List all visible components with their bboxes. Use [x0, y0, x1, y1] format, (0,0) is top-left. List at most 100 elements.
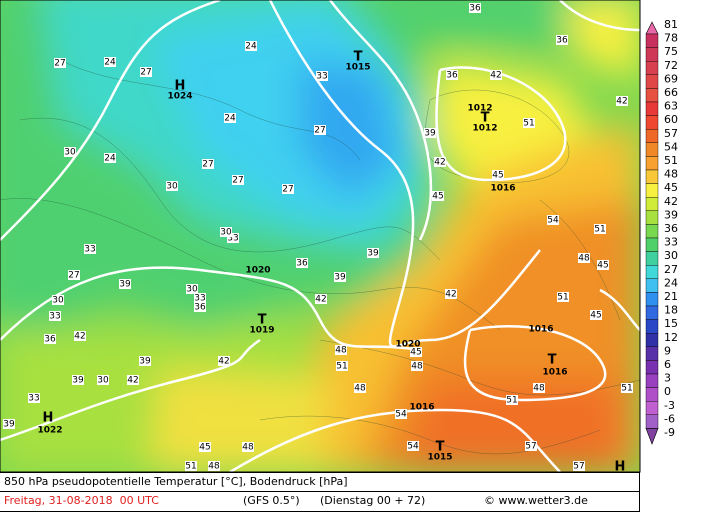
isotherm-label: 30: [52, 296, 64, 306]
colorbar-swatch: [645, 305, 659, 320]
footer-model: (GFS 0.5°): [243, 494, 300, 507]
isotherm-label: 45: [199, 443, 210, 453]
colorbar-label: 27: [664, 263, 678, 276]
isotherm-label: 30: [64, 148, 76, 158]
isotherm-label-bg: [334, 272, 346, 282]
pressure-label: T: [436, 440, 445, 455]
colorbar-swatch: [645, 237, 659, 252]
isotherm-label-bg: [367, 248, 379, 258]
pressure-label: 1022: [37, 426, 62, 436]
contours: [0, 59, 640, 455]
colorbar-swatch: [645, 183, 659, 198]
pressure-label: 1012: [467, 104, 492, 114]
isotherm-label-bg: [556, 35, 568, 45]
isotherm-label: 36: [446, 71, 458, 81]
isotherm-label: 51: [506, 396, 517, 406]
isobars: [0, 0, 640, 472]
colorbar-label: 0: [664, 385, 671, 398]
isotherm-label-bg: [616, 96, 628, 106]
colorbar-label: 36: [664, 222, 678, 235]
isotherm-label-bg: [296, 258, 308, 268]
isotherm-label-bg: [573, 461, 585, 471]
isotherm-label: 42: [490, 71, 501, 81]
isotherm-label: 48: [354, 384, 366, 394]
isotherm-label-bg: [411, 361, 423, 371]
pressure-label: H: [43, 411, 54, 426]
colorbar-label: -3: [664, 399, 675, 412]
isotherm-label-bg: [424, 128, 436, 138]
pressure-label: T: [258, 313, 267, 328]
colorbar-label: 6: [664, 358, 671, 371]
colorbar: 8178757269666360575451484542393633302724…: [645, 18, 678, 445]
colorbar-swatch: [645, 47, 659, 62]
colorbar-label: 78: [664, 32, 678, 45]
isotherm-label: 36: [296, 259, 308, 269]
pressure-label: 1015: [345, 63, 370, 73]
colorbar-label: 69: [664, 72, 678, 85]
isotherm-label-bg: [242, 442, 254, 452]
pressure-label: 1016: [542, 368, 567, 378]
isotherm-label-bg: [186, 284, 198, 294]
isotherm-label-bg: [72, 375, 84, 385]
isotherm-label: 51: [336, 362, 347, 372]
isotherm-label-bg: [220, 227, 232, 237]
colorbar-swatch: [645, 373, 659, 388]
colorbar-swatch: [645, 101, 659, 116]
colorbar-swatch: [645, 333, 659, 348]
isotherm-label-bg: [407, 441, 419, 451]
isotherm-label-bg: [354, 383, 366, 393]
colorbar-label: 9: [664, 344, 671, 357]
isotherm-label-bg: [202, 159, 214, 169]
colorbar-label: 81: [664, 18, 678, 31]
colorbar-swatch: [645, 115, 659, 130]
pressure-label: T: [548, 353, 557, 368]
isotherm-label-bg: [232, 175, 244, 185]
isotherm-label: 39: [334, 273, 346, 283]
isotherm-label: 24: [224, 114, 236, 124]
isotherm-label-bg: [227, 233, 239, 243]
colorbar-label: 21: [664, 290, 678, 303]
colorbar-swatch: [645, 360, 659, 375]
isotherm-label: 54: [395, 410, 407, 420]
isotherm-label-bg: [594, 224, 606, 234]
isotherm-label-bg: [49, 311, 61, 321]
isotherm-label-bg: [64, 147, 76, 157]
colorbar-label: 63: [664, 100, 678, 113]
isotherm-label-bg: [74, 331, 86, 341]
isotherm-label: 24: [245, 42, 257, 52]
isotherm-label-bg: [469, 3, 481, 13]
isotherm-label: 48: [578, 254, 590, 264]
isotherm-label-bg: [506, 395, 518, 405]
isotherm-label: 39: [367, 249, 379, 259]
colorbar-label: 60: [664, 113, 678, 126]
colorbar-swatch: [645, 278, 659, 293]
colorbar-label: 75: [664, 45, 678, 58]
colorbar-swatch: [645, 74, 659, 89]
colorbar-swatch: [645, 33, 659, 48]
isotherm-label-bg: [139, 356, 151, 366]
isotherm-label: 51: [185, 462, 196, 472]
colorbar-swatch: [645, 319, 659, 334]
colorbar-label: 42: [664, 195, 678, 208]
isotherm-label-bg: [523, 118, 535, 128]
isotherm-label-bg: [547, 215, 559, 225]
colorbar-swatch: [645, 61, 659, 76]
isotherm-label: 33: [227, 234, 238, 244]
isotherm-label: 51: [594, 225, 605, 235]
pressure-label: H: [615, 460, 626, 475]
colorbar-label: -9: [664, 426, 675, 439]
colorbar-swatch: [645, 346, 659, 361]
isotherm-label: 45: [410, 348, 421, 358]
isotherm-label-bg: [282, 184, 294, 194]
isotherm-label: 27: [282, 185, 293, 195]
isotherm-label-bg: [224, 113, 236, 123]
colorbar-label: 72: [664, 59, 678, 72]
isotherm-label: 27: [202, 160, 213, 170]
isotherm-label: 48: [335, 346, 347, 356]
isotherm-label: 48: [533, 384, 545, 394]
isotherm-label: 27: [232, 176, 243, 186]
colorbar-swatch: [645, 142, 659, 157]
isotherm-label: 51: [557, 293, 568, 303]
